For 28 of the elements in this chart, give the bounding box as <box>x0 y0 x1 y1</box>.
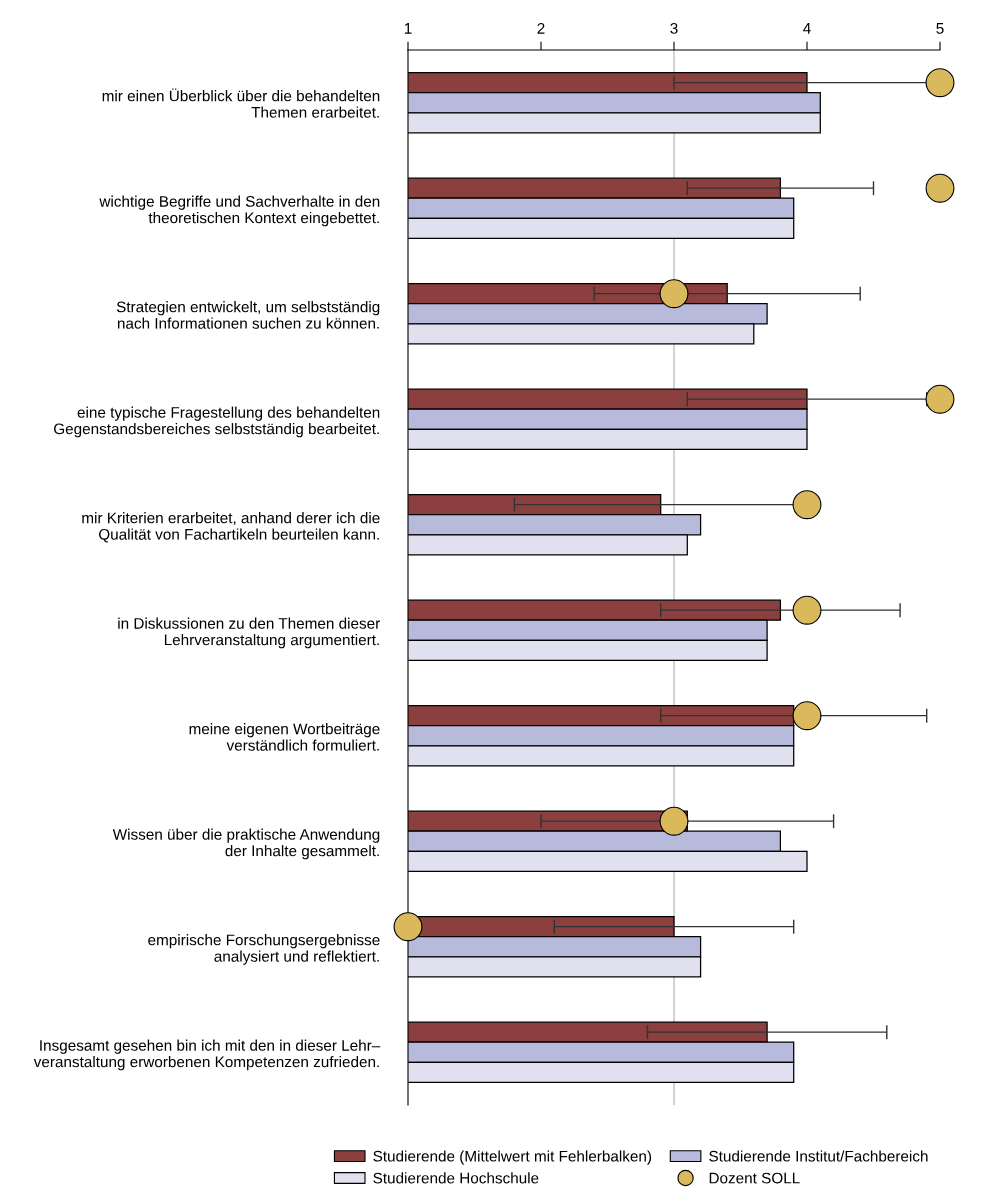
point <box>792 490 822 520</box>
y-tick-label: mir Kriterien erarbeitet, anhand derer ich die Qualität von Fachartikeln beurteilen kann. <box>82 512 380 543</box>
y-tick-label: in Diskussionen zu den Themen dieser Lehrveranstaltung argumentiert. <box>118 617 380 649</box>
legend-label: Studierende Institut/Fachbereich <box>709 1150 928 1162</box>
y-tick-label: wichtige Begriffe und Sachverhalte in den theoretischen Kontext eingebettet. <box>99 195 380 227</box>
legend-label: Studierende (Mittelwert mit Fehlerbalken) <box>373 1150 652 1165</box>
point <box>659 806 689 836</box>
point <box>925 384 955 414</box>
y-tick-label: meine eigenen Wortbeiträge verständlich formuliert. <box>189 723 380 751</box>
point <box>925 68 955 98</box>
point <box>659 279 689 309</box>
y-tick-label: mir einen Überblick über die behandelten Themen erarbeitet. <box>102 88 380 118</box>
x-tick-label: 2 <box>537 22 545 34</box>
x-tick-label: 4 <box>803 23 811 34</box>
legend-label: Studierende Hochschule <box>373 1172 539 1184</box>
legend-label: Dozent SOLL <box>709 1172 800 1184</box>
y-tick-label: empirische Forschungsergebnisse analysiert und reflektiert. <box>148 934 380 965</box>
point <box>792 701 822 731</box>
y-tick-label: Wissen über die praktische Anwendung der Inhalte gesammelt. <box>112 828 380 860</box>
x-tick-label: 1 <box>404 23 412 34</box>
y-tick-label: eine typische Fragestellung des behandelten Gegenstandsbereiches selbstständig bearbeitet. <box>54 406 380 438</box>
point <box>393 912 423 942</box>
x-tick-label: 3 <box>670 22 678 34</box>
x-tick-label: 5 <box>936 23 944 34</box>
y-tick-label: Insgesamt gesehen bin ich mit den in dieser Lehr– veranstaltung erworbenen Kompetenzen zufrieden. <box>33 1039 381 1071</box>
point <box>925 173 955 203</box>
point <box>792 595 822 625</box>
y-tick-label: Strategien entwickelt, um selbstständig nach Informationen suchen zu können. <box>116 301 380 329</box>
